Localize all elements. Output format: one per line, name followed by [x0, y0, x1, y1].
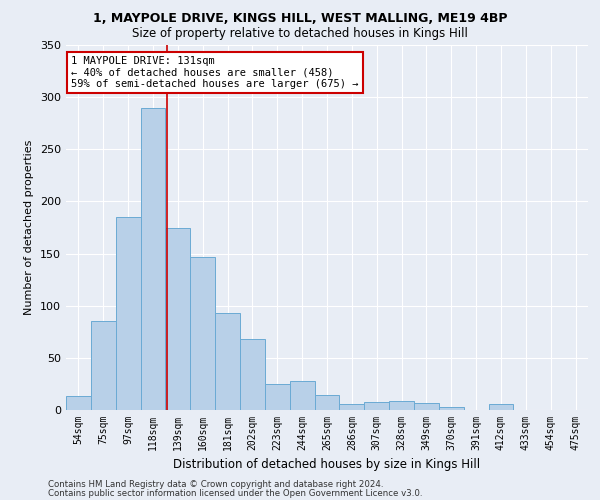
Bar [140, 108, 166, 410]
Bar [414, 402, 439, 410]
Text: Contains public sector information licensed under the Open Government Licence v3: Contains public sector information licen… [48, 488, 422, 498]
Bar [166, 228, 190, 410]
Bar [116, 217, 140, 410]
Bar [364, 402, 389, 410]
Bar [240, 339, 265, 410]
Bar [265, 384, 290, 410]
Text: Contains HM Land Registry data © Crown copyright and database right 2024.: Contains HM Land Registry data © Crown c… [48, 480, 383, 489]
Y-axis label: Number of detached properties: Number of detached properties [25, 140, 34, 315]
Bar [91, 322, 116, 410]
Bar [340, 404, 364, 410]
Bar [488, 404, 514, 410]
Bar [389, 400, 414, 410]
Bar [314, 396, 340, 410]
Bar [190, 256, 215, 410]
Text: 1 MAYPOLE DRIVE: 131sqm
← 40% of detached houses are smaller (458)
59% of semi-d: 1 MAYPOLE DRIVE: 131sqm ← 40% of detache… [71, 56, 359, 89]
Bar [66, 396, 91, 410]
Bar [439, 407, 464, 410]
Bar [290, 381, 314, 410]
Text: 1, MAYPOLE DRIVE, KINGS HILL, WEST MALLING, ME19 4BP: 1, MAYPOLE DRIVE, KINGS HILL, WEST MALLI… [93, 12, 507, 26]
X-axis label: Distribution of detached houses by size in Kings Hill: Distribution of detached houses by size … [173, 458, 481, 471]
Text: Size of property relative to detached houses in Kings Hill: Size of property relative to detached ho… [132, 28, 468, 40]
Bar [215, 313, 240, 410]
